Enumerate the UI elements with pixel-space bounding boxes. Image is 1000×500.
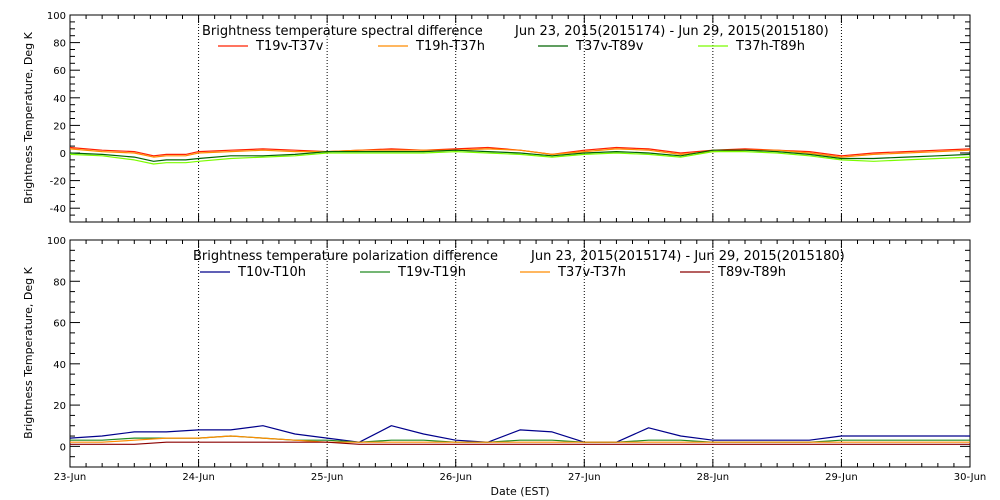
polarization-grid <box>198 240 842 467</box>
polarization-chart-title: Brightness temperature polarization diff… <box>193 249 498 264</box>
legend-label: T37v-T37h <box>557 265 626 280</box>
polarization-difference-panel: 0 20 40 60 80 100 Brightness temperature pola… <box>22 236 971 468</box>
y-tick-label: 80 <box>53 39 66 50</box>
series-line-t10v-t10h <box>69 425 970 443</box>
spectral-legend: T19v-T37v T19h-T37h T37v-T89v T37h-T89h <box>218 39 805 54</box>
series-line-t89v-t89h <box>70 441 970 445</box>
y-tick-label: 100 <box>47 236 66 247</box>
x-tick-label: 24-Jun <box>182 472 215 483</box>
legend-label: T19v-T19h <box>397 265 466 280</box>
spectral-y-axis-label: Brightness Temperature, Deg K <box>22 31 35 203</box>
polarization-date-range: Jun 23, 2015(2015174) - Jun 29, 2015(201… <box>530 249 845 264</box>
spectral-date-range: Jun 23, 2015(2015174) - Jun 29, 2015(201… <box>514 24 829 39</box>
x-tick-label: 28-Jun <box>697 472 730 483</box>
legend-label: T10v-T10h <box>237 265 306 280</box>
y-tick-label: 20 <box>53 121 66 132</box>
x-tick-label: 27-Jun <box>568 472 601 483</box>
x-tick-label: 23-Jun <box>54 472 87 483</box>
x-tick-label: 26-Jun <box>439 472 472 483</box>
y-tick-label: 80 <box>53 277 66 288</box>
x-tick-labels: 23-Jun 24-Jun 25-Jun 26-Jun 27-Jun 28-Jun 29-J… <box>54 472 987 483</box>
polarization-ticks: 0 20 40 60 80 100 <box>47 236 971 468</box>
legend-label: T19v-T37v <box>255 39 324 54</box>
series-line-t19v-t37v <box>69 146 971 157</box>
polarization-y-axis-label: Brightness Temperature, Deg K <box>22 266 35 438</box>
legend-label: T37h-T89h <box>735 39 805 54</box>
series-line-t37h-t89h <box>69 151 971 165</box>
series-line-t37v-t37h <box>70 435 970 443</box>
y-tick-label: 100 <box>47 11 66 22</box>
y-tick-label: 40 <box>53 94 66 105</box>
spectral-ticks: -40 -20 0 20 40 60 80 100 <box>47 11 971 223</box>
x-tick-label: 30-Jun <box>954 472 987 483</box>
y-tick-label: -20 <box>50 177 66 188</box>
spectral-plot-frame <box>69 14 971 223</box>
legend-label: T19h-T37h <box>415 39 485 54</box>
x-axis-label: Date (EST) <box>490 485 549 498</box>
x-tick-label: 25-Jun <box>311 472 344 483</box>
legend-label: T89v-T89h <box>717 265 786 280</box>
polarization-plot-frame <box>69 239 971 468</box>
spectral-chart-title: Brightness temperature spectral differen… <box>202 24 483 39</box>
spectral-series-group <box>69 146 971 165</box>
spectral-difference-panel: -40 -20 0 20 40 60 80 100 Brightness temperatur… <box>22 11 971 223</box>
y-tick-label: 0 <box>60 442 66 453</box>
legend-label: T37v-T89v <box>575 39 644 54</box>
polarization-series-group <box>69 425 970 445</box>
series-line-t19h-t37h <box>69 148 971 158</box>
y-tick-label: 0 <box>60 149 66 160</box>
y-tick-label: 40 <box>53 360 66 371</box>
y-tick-label: 20 <box>53 401 66 412</box>
x-tick-label: 29-Jun <box>825 472 858 483</box>
y-tick-label: -40 <box>50 204 66 215</box>
polarization-legend: T10v-T10h T19v-T19h T37v-T37h T89v-T89h <box>200 265 786 280</box>
y-tick-label: 60 <box>53 319 66 330</box>
y-tick-label: 60 <box>53 66 66 77</box>
series-line-t37v-t89v <box>69 149 971 162</box>
